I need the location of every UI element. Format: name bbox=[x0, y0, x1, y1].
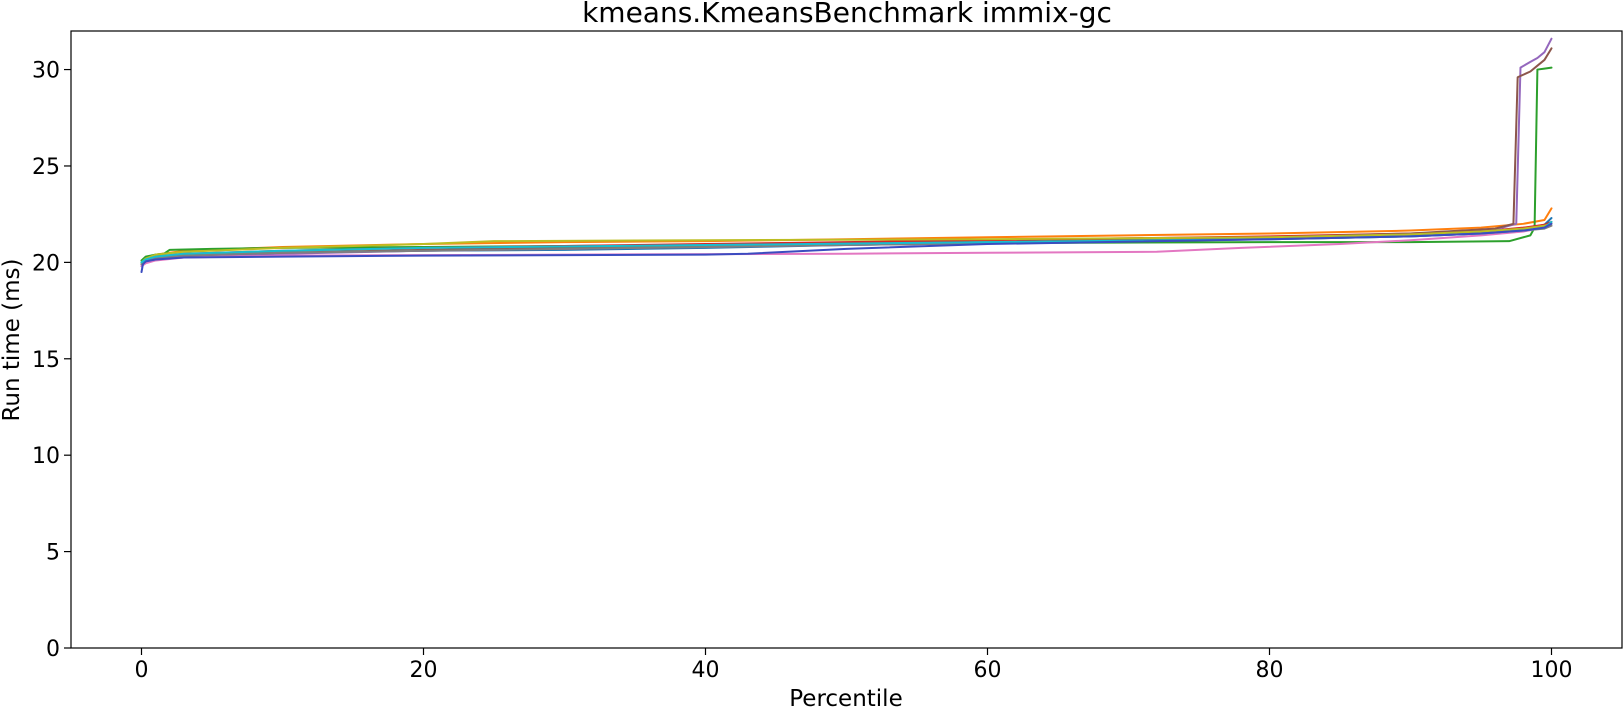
y-axis-label: Run time (ms) bbox=[0, 258, 25, 421]
x-tick-label: 40 bbox=[692, 658, 720, 683]
y-tick-label: 30 bbox=[32, 59, 60, 84]
y-tick-label: 0 bbox=[46, 637, 60, 662]
x-axis: 0 20 40 60 80 100 bbox=[135, 648, 1573, 683]
y-tick-label: 5 bbox=[46, 541, 60, 566]
x-tick-label: 80 bbox=[1256, 658, 1284, 683]
y-tick-label: 25 bbox=[32, 155, 60, 180]
x-axis-label: Percentile bbox=[789, 686, 902, 710]
series-layer bbox=[140, 37, 1553, 274]
y-tick-label: 15 bbox=[32, 348, 60, 373]
chart-title: kmeans.KmeansBenchmark immix-gc bbox=[582, 0, 1112, 29]
y-tick-label: 10 bbox=[32, 444, 60, 469]
y-tick-label: 20 bbox=[32, 251, 60, 276]
series-line-9 bbox=[140, 222, 1553, 264]
y-axis: 0 5 10 15 20 25 30 bbox=[32, 59, 71, 662]
x-tick-label: 0 bbox=[135, 658, 149, 683]
plot-frame bbox=[70, 30, 1623, 649]
x-tick-label: 20 bbox=[410, 658, 438, 683]
x-tick-label: 60 bbox=[974, 658, 1002, 683]
series-line-11 bbox=[140, 222, 1553, 274]
x-tick-label: 100 bbox=[1531, 658, 1573, 683]
